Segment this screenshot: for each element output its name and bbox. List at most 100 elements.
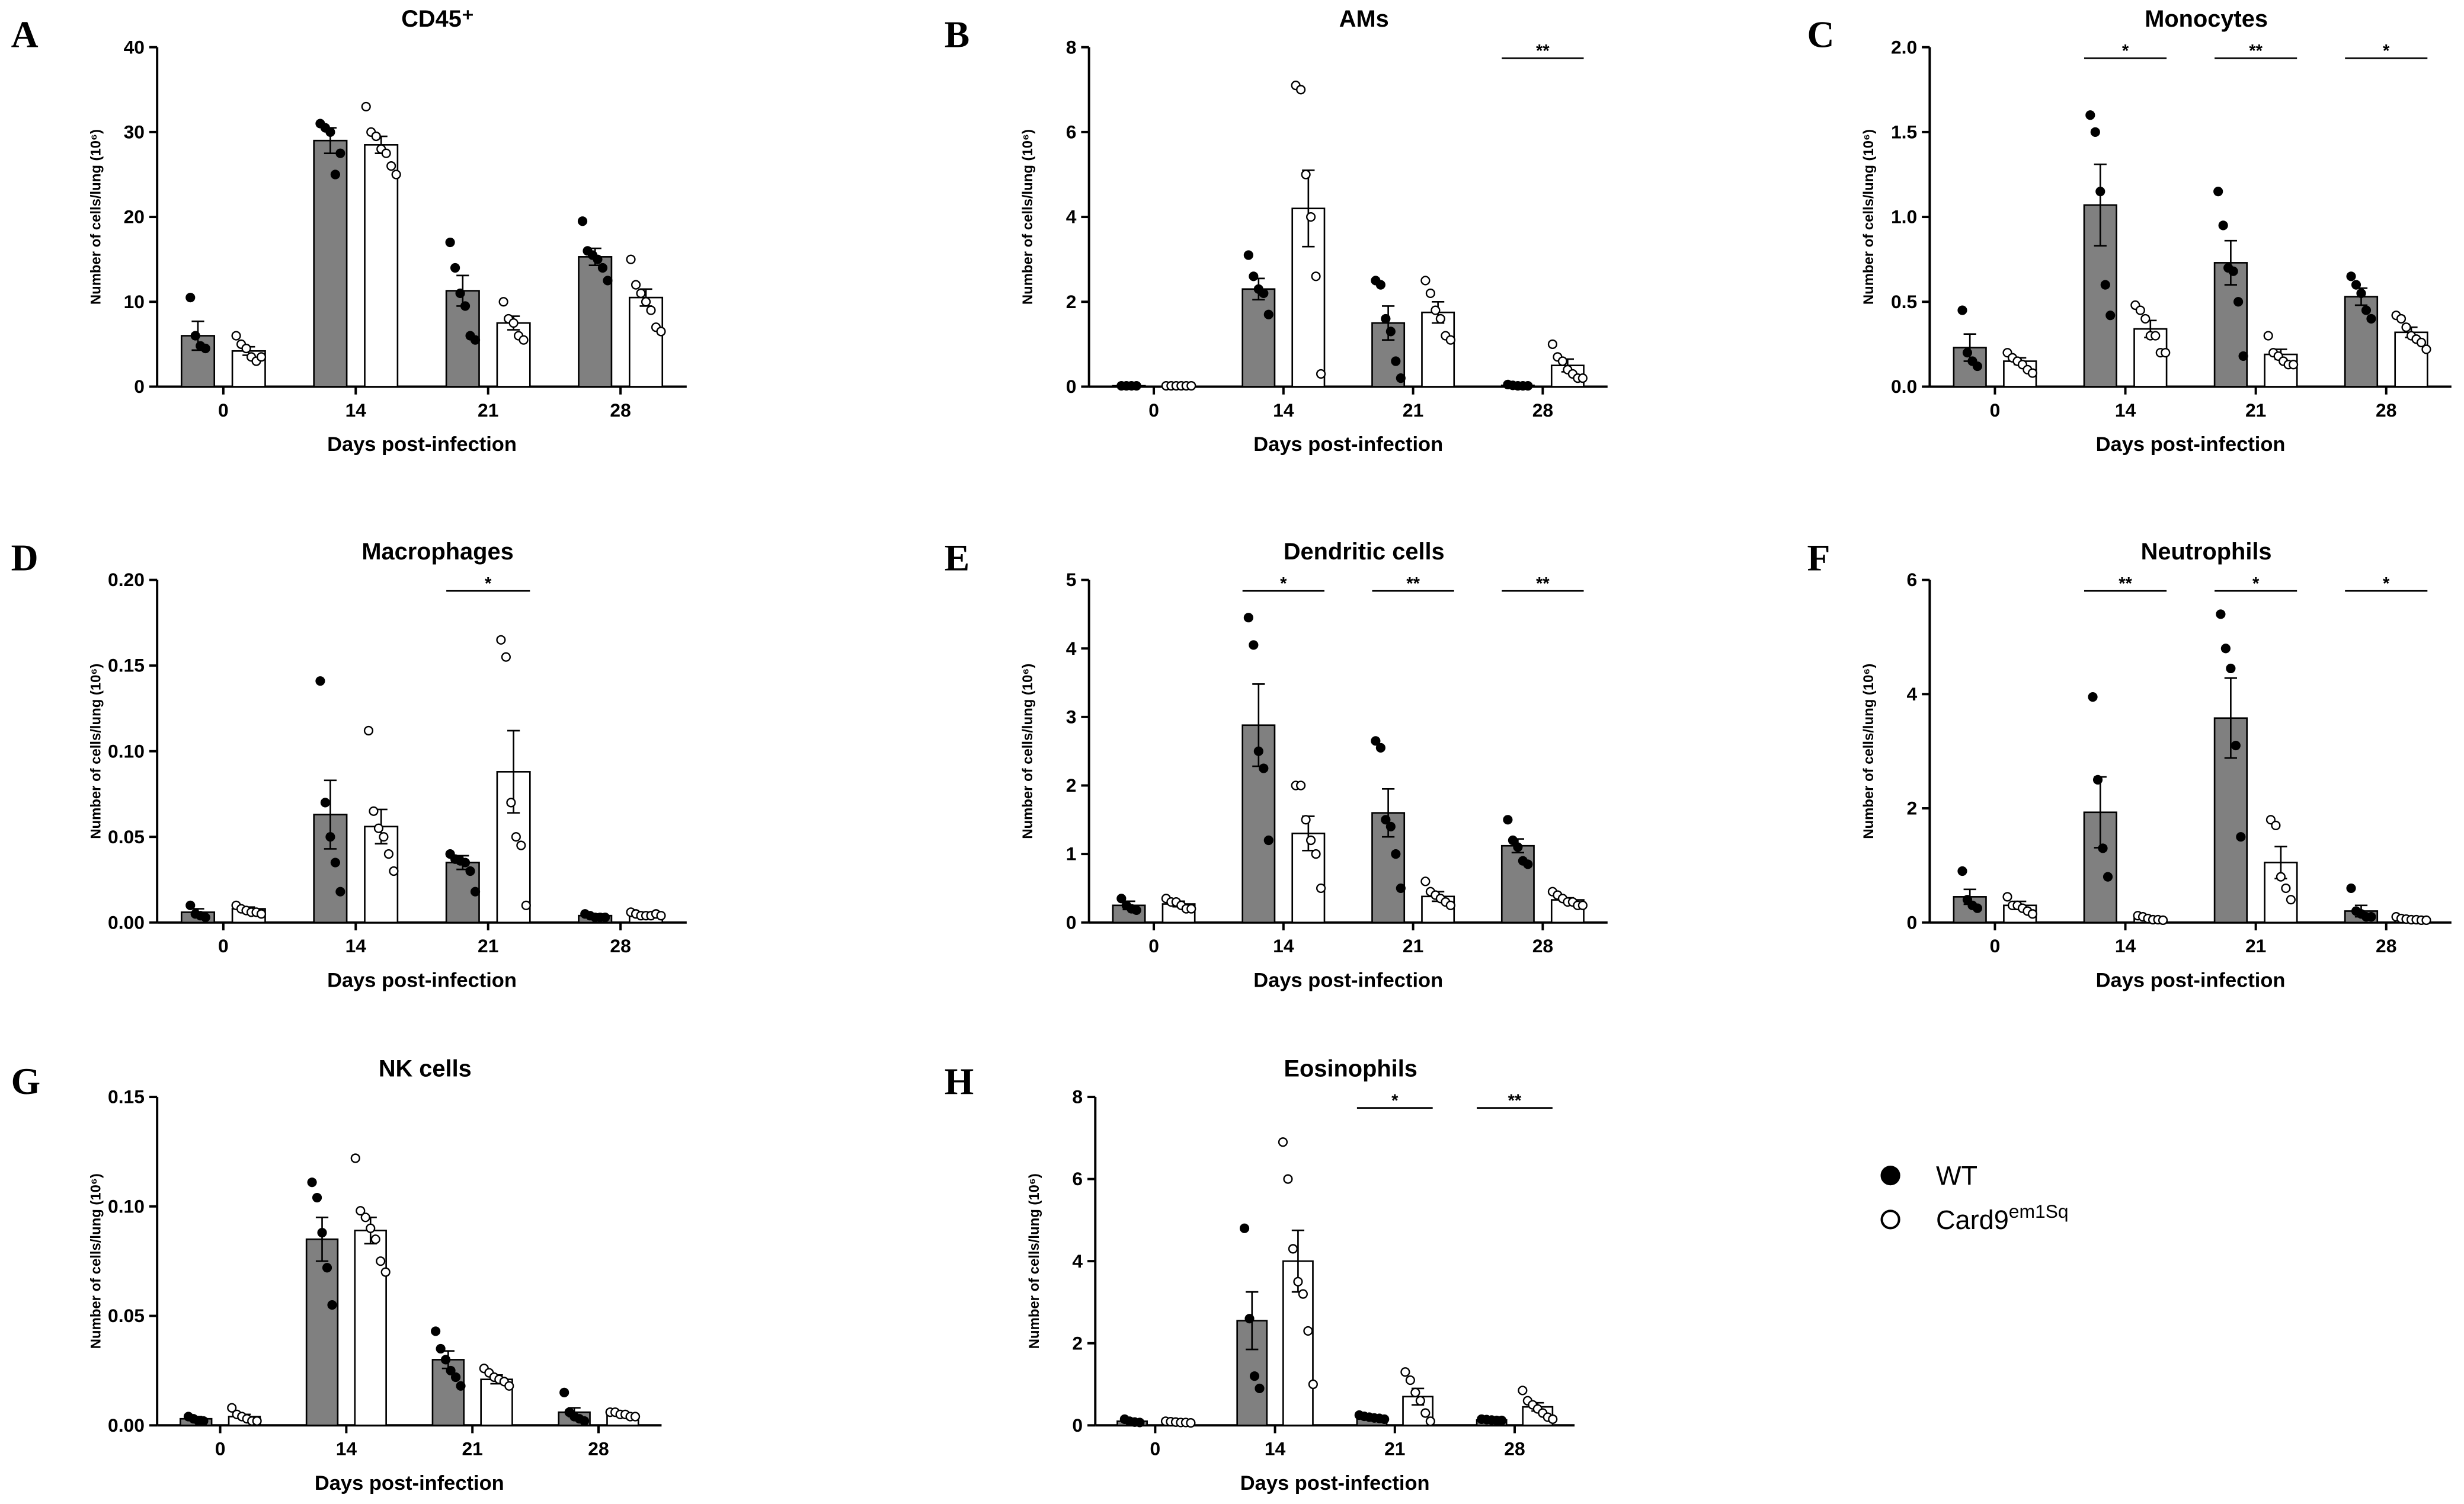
y-tick-label: 0.5	[1891, 291, 1917, 312]
y-tick-label: 0.0	[1891, 376, 1917, 397]
data-point	[508, 318, 519, 328]
data-point	[1308, 1379, 1318, 1390]
bar	[313, 139, 348, 388]
data-point	[231, 331, 241, 341]
x-tick-label: 14	[2115, 399, 2136, 421]
x-tick-label: 28	[610, 399, 631, 421]
x-tick-label: 28	[2376, 399, 2396, 421]
data-point	[1420, 1408, 1431, 1418]
y-tick-label: 6	[1066, 121, 1077, 142]
y-tick-label: 4	[1072, 1250, 1083, 1272]
x-axis-label: Days post-infection	[1253, 433, 1443, 456]
chart-title: Dendritic cells	[1284, 539, 1445, 565]
panel-letter: A	[11, 14, 39, 56]
data-point	[465, 866, 475, 876]
y-tick-label: 0.05	[108, 1305, 145, 1326]
y-tick-label: 10	[124, 291, 145, 312]
data-point	[2100, 280, 2110, 290]
y-tick-label: 1.5	[1891, 121, 1917, 142]
data-point	[2158, 915, 2168, 925]
significance-label: **	[1406, 575, 1420, 594]
data-point	[2231, 740, 2241, 751]
data-point	[379, 832, 389, 842]
data-point	[496, 635, 506, 645]
data-point	[1425, 288, 1435, 299]
data-point	[2356, 288, 2366, 299]
panel-letter: G	[11, 1060, 41, 1102]
y-tick-label: 0.20	[108, 569, 145, 590]
significance-label: **	[1536, 575, 1550, 594]
data-point	[2140, 313, 2151, 324]
data-point	[356, 1206, 366, 1216]
x-tick-label: 21	[1384, 1438, 1405, 1460]
x-tick-label: 28	[588, 1438, 609, 1460]
data-point	[199, 1416, 209, 1426]
y-axis-label: Number of cells/lung (10⁶)	[1861, 664, 1877, 839]
data-point	[376, 1256, 386, 1266]
x-tick-label: 14	[1265, 1438, 1286, 1460]
legend-label: Card9em1Sq	[1936, 1201, 2069, 1235]
error-bar	[2224, 239, 2237, 286]
data-point	[327, 1300, 337, 1310]
data-point	[2088, 692, 2098, 702]
y-tick-label: 0.15	[108, 655, 145, 676]
x-tick-label: 21	[478, 935, 498, 956]
data-point	[441, 1355, 451, 1365]
data-point	[1296, 85, 1306, 95]
significance-label: *	[485, 575, 492, 594]
x-tick-label: 28	[2376, 935, 2396, 956]
y-tick-label: 2	[1066, 775, 1077, 796]
data-point	[580, 1416, 590, 1426]
significance-label: *	[2383, 42, 2390, 61]
data-point	[1445, 900, 1455, 910]
data-point	[1425, 1416, 1435, 1426]
data-point	[460, 301, 471, 311]
data-point	[200, 343, 210, 354]
significance-label: *	[1391, 1092, 1399, 1111]
error-bar	[2224, 677, 2237, 759]
y-tick-label: 0	[1066, 911, 1077, 933]
data-point	[2090, 127, 2100, 137]
data-point	[2151, 331, 2161, 341]
data-point	[1371, 736, 1381, 746]
data-point	[470, 335, 481, 345]
data-point	[330, 857, 340, 868]
data-point	[1420, 876, 1431, 887]
x-tick-label: 21	[1403, 935, 1423, 956]
y-tick-label: 6	[1906, 569, 1917, 590]
data-point	[431, 1326, 441, 1336]
y-tick-label: 0.00	[108, 1415, 145, 1436]
y-tick-label: 8	[1072, 1086, 1083, 1108]
data-point	[2220, 644, 2231, 654]
x-axis-label: Days post-infection	[1240, 1472, 1430, 1495]
data-point	[322, 1263, 332, 1273]
x-axis-label: Days post-infection	[327, 433, 517, 456]
data-point	[446, 1365, 456, 1376]
x-tick-label: 0	[1990, 935, 2001, 956]
data-point	[646, 305, 656, 315]
significance-label: *	[2383, 575, 2390, 594]
data-point	[450, 263, 460, 273]
data-point	[2396, 313, 2407, 324]
y-tick-label: 30	[124, 121, 145, 142]
data-point	[2216, 609, 2226, 619]
data-point	[1577, 373, 1588, 383]
data-point	[1503, 815, 1513, 825]
data-point	[335, 887, 345, 897]
data-point	[2276, 872, 2286, 882]
legend-name: Card9	[1936, 1205, 2009, 1235]
significance-label: **	[1536, 42, 1550, 61]
x-tick-label: 28	[1504, 1438, 1525, 1460]
data-point	[369, 806, 379, 816]
data-point	[2366, 911, 2376, 922]
y-axis-label: Number of cells/lung (10⁶)	[1020, 664, 1036, 839]
data-point	[2226, 663, 2236, 674]
data-point	[2421, 915, 2431, 925]
x-tick-label: 28	[1532, 935, 1553, 956]
data-point	[521, 900, 531, 910]
data-point	[577, 216, 588, 226]
panel-letter: B	[945, 14, 969, 56]
data-point	[1255, 1383, 1265, 1394]
x-tick-label: 14	[2115, 935, 2136, 956]
bar	[1421, 311, 1455, 388]
